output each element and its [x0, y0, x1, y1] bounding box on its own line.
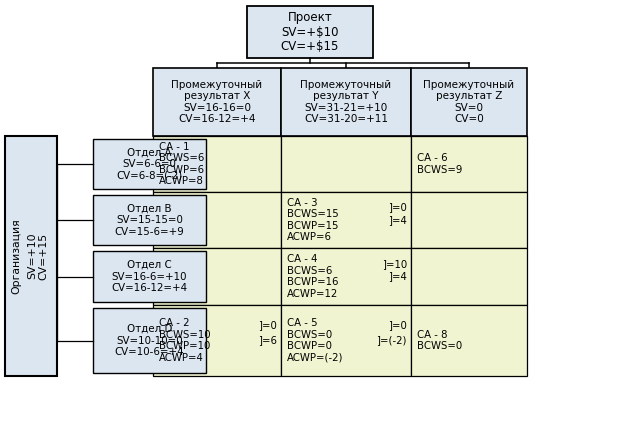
Text: ]=0: ]=0	[388, 320, 407, 330]
Bar	[281, 136, 411, 192]
Bar	[153, 136, 281, 192]
Text: CA - 5
BCWS=0
BCWP=0
ACWP=(-2): CA - 5 BCWS=0 BCWP=0 ACWP=(-2)	[287, 318, 343, 363]
Bar	[153, 305, 281, 376]
Text: CA - 1
BCWS=6
BCWP=6
ACWP=8: CA - 1 BCWS=6 BCWP=6 ACWP=8	[159, 141, 205, 186]
Bar	[153, 68, 281, 136]
Bar	[281, 248, 411, 305]
Text: ]=0: ]=0	[388, 202, 407, 213]
Bar	[247, 6, 373, 58]
Text: Промежуточный
результат Y
SV=31-21=+10
CV=31-20=+11: Промежуточный результат Y SV=31-21=+10 C…	[301, 79, 392, 124]
Bar	[411, 192, 527, 248]
Text: Отдел D
SV=10-10=0
CV=10-6=+4: Отдел D SV=10-10=0 CV=10-6=+4	[115, 324, 184, 357]
Text: Промежуточный
результат X
SV=16-16=0
CV=16-12=+4: Промежуточный результат X SV=16-16=0 CV=…	[172, 79, 262, 124]
Text: ]=(-2): ]=(-2)	[376, 335, 407, 346]
Text: ]=4: ]=4	[388, 272, 407, 281]
Text: Отдел С
SV=16-6=+10
CV=16-12=+4: Отдел С SV=16-6=+10 CV=16-12=+4	[112, 260, 188, 293]
Bar	[411, 136, 527, 192]
Text: Отдел В
SV=15-15=0
CV=15-6=+9: Отдел В SV=15-15=0 CV=15-6=+9	[115, 203, 184, 236]
Text: ]=6: ]=6	[258, 335, 277, 346]
Bar	[5, 136, 57, 376]
Text: ]=0: ]=0	[258, 320, 277, 330]
Bar	[411, 68, 527, 136]
Bar	[93, 139, 206, 189]
Text: Проект
SV=+$10
CV=+$15: Проект SV=+$10 CV=+$15	[281, 11, 339, 54]
Bar	[411, 248, 527, 305]
Bar	[281, 192, 411, 248]
Text: Отдел А
SV=6-6=0
CV=6-8=(-2): Отдел А SV=6-6=0 CV=6-8=(-2)	[117, 147, 183, 181]
Bar	[281, 68, 411, 136]
Text: SV=+10
CV=+15: SV=+10 CV=+15	[27, 232, 49, 280]
Bar	[93, 195, 206, 245]
Text: ]=10: ]=10	[382, 259, 407, 269]
Text: CA - 8
BCWS=0: CA - 8 BCWS=0	[417, 330, 463, 351]
Text: Организация: Организация	[11, 218, 21, 294]
Bar	[93, 251, 206, 302]
Text: CA - 6
BCWS=9: CA - 6 BCWS=9	[417, 153, 463, 175]
Text: CA - 3
BCWS=15
BCWP=15
ACWP=6: CA - 3 BCWS=15 BCWP=15 ACWP=6	[287, 198, 339, 242]
Bar	[281, 305, 411, 376]
Text: CA - 4
BCWS=6
BCWP=16
ACWP=12: CA - 4 BCWS=6 BCWP=16 ACWP=12	[287, 254, 339, 299]
Text: CA - 2
BCWS=10
BCWP=10
ACWP=4: CA - 2 BCWS=10 BCWP=10 ACWP=4	[159, 318, 211, 363]
Bar	[93, 308, 206, 373]
Text: Промежуточный
результат Z
SV=0
CV=0: Промежуточный результат Z SV=0 CV=0	[423, 79, 515, 124]
Text: ]=4: ]=4	[388, 215, 407, 225]
Bar	[411, 305, 527, 376]
Bar	[153, 192, 281, 248]
Bar	[153, 248, 281, 305]
